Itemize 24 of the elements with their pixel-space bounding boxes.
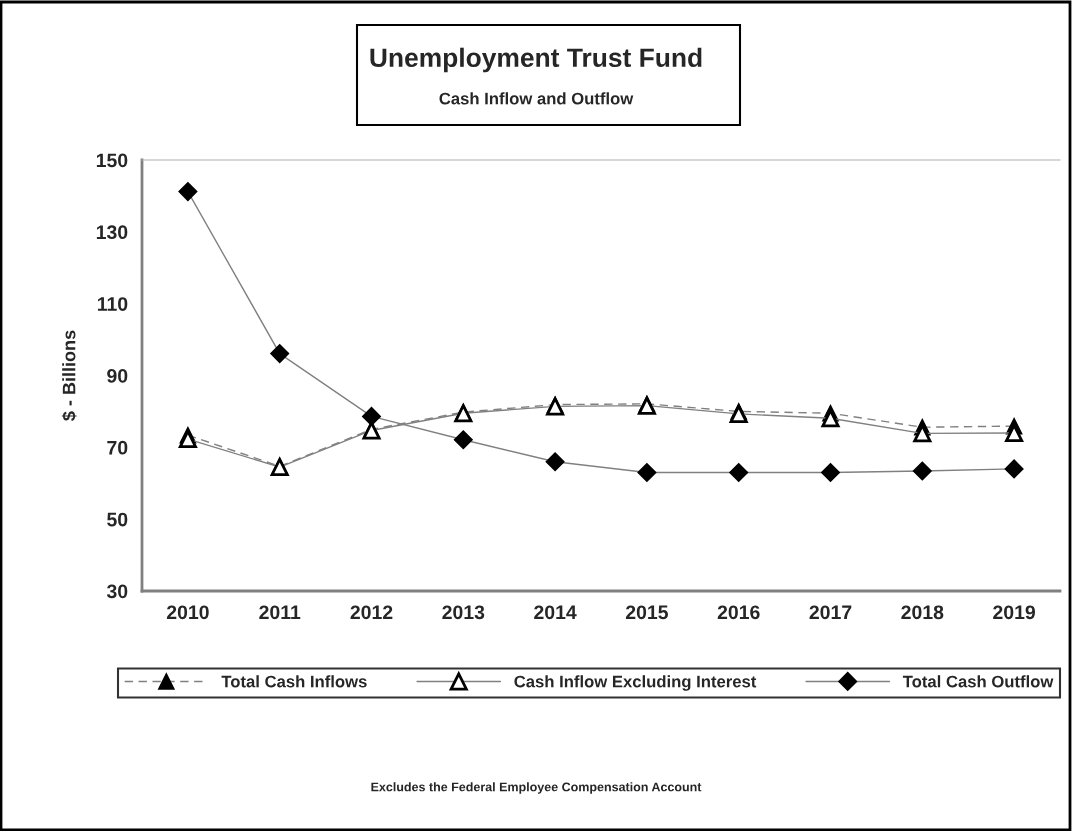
y-tick-label: 70 (107, 440, 128, 455)
y-tick-label: 90 (107, 368, 128, 383)
x-tick-label: 2015 (625, 605, 668, 620)
x-tick-label: 2018 (901, 605, 944, 620)
y-tick-label: 130 (96, 225, 128, 240)
legend-label: Total Cash Outflow (902, 675, 1054, 688)
x-tick-label: 2013 (442, 605, 485, 620)
x-tick-label: 2010 (166, 605, 209, 620)
x-tick-label: 2014 (534, 605, 577, 620)
x-tick-label: 2019 (993, 605, 1036, 620)
y-tick-label: 150 (96, 153, 128, 168)
y-tick-label: 110 (97, 297, 128, 311)
legend-label: Cash Inflow Excluding Interest (514, 675, 757, 691)
x-tick-label: 2011 (259, 605, 301, 620)
chart-title: Unemployment Trust Fund (370, 47, 702, 73)
x-tick-label: 2012 (350, 605, 393, 620)
x-tick-label: 2016 (717, 605, 760, 620)
x-tick-label: 2017 (809, 605, 852, 620)
y-axis-title: $ - Billions (61, 330, 77, 421)
legend-label: Total Cash Inflows (221, 675, 367, 688)
y-tick-label: 30 (106, 584, 128, 599)
chart-subtitle: Cash Inflow and Outflow (439, 92, 634, 105)
text: Excludes the Federal Employee Compensation Account (371, 782, 702, 794)
y-tick-label: 50 (107, 512, 128, 527)
